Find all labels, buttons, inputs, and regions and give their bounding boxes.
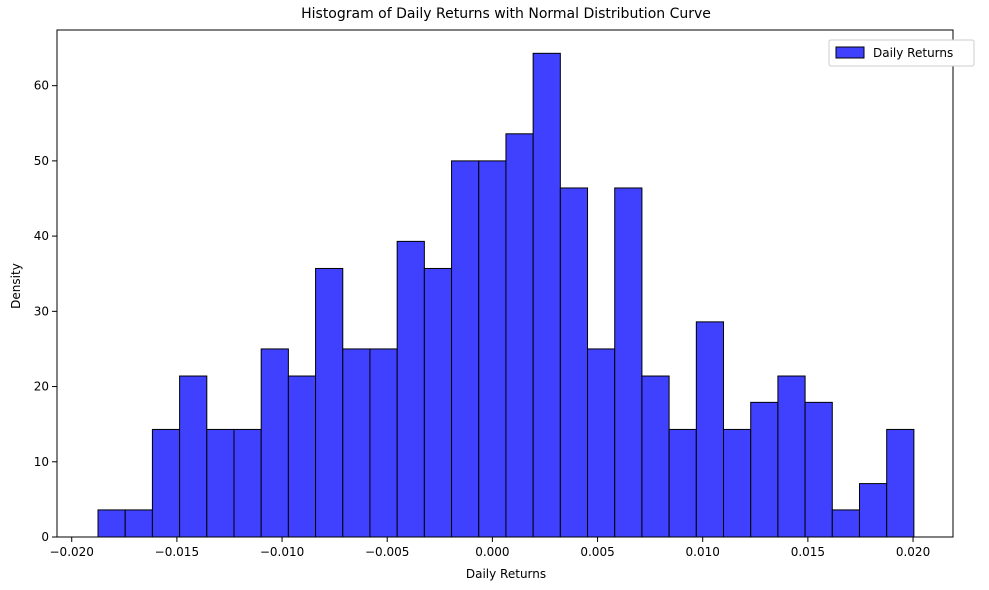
histogram-bar: [777, 375, 806, 538]
histogram-bar: [695, 321, 725, 538]
x-tick-label: 0.000: [475, 545, 509, 559]
y-tick-label: 20: [34, 380, 49, 394]
histogram-bar: [423, 267, 453, 538]
histogram-bar: [532, 52, 561, 538]
histogram-bar: [804, 401, 833, 538]
histogram-bar: [641, 375, 670, 538]
x-tick-label: 0.010: [686, 545, 720, 559]
histogram-bar: [287, 375, 317, 538]
histogram-bar: [559, 187, 589, 538]
chart-title: Histogram of Daily Returns with Normal D…: [301, 6, 711, 22]
histogram-bar: [233, 428, 262, 538]
histogram-bar: [858, 483, 888, 538]
histogram-bar: [179, 375, 208, 538]
histogram-bar: [369, 348, 398, 538]
y-tick-label: 0: [41, 530, 49, 544]
y-tick-label: 60: [34, 79, 49, 93]
x-tick-label: 0.005: [580, 545, 614, 559]
y-tick-label: 50: [34, 154, 49, 168]
histogram-bar: [750, 401, 779, 538]
histogram-bar: [342, 348, 371, 538]
y-tick-label: 40: [34, 229, 49, 243]
legend-swatch-daily-returns: [835, 46, 865, 59]
x-axis-label: Daily Returns: [466, 567, 546, 581]
x-tick-label: −0.005: [365, 545, 409, 559]
legend-box: [828, 39, 975, 67]
x-tick-label: 0.020: [896, 545, 930, 559]
legend-label-daily-returns: Daily Returns: [873, 46, 953, 60]
bars-group: [97, 52, 915, 538]
histogram-bar: [315, 267, 344, 538]
histogram-bar: [614, 187, 643, 538]
y-tick-label: 10: [34, 455, 49, 469]
histogram-bar: [151, 428, 181, 538]
histogram-bar: [505, 133, 534, 538]
x-tick-label: 0.015: [791, 545, 825, 559]
x-tick-label: −0.010: [260, 545, 304, 559]
histogram-bar: [124, 509, 153, 538]
legend: Daily Returns: [828, 39, 975, 67]
x-axis: −0.020 −0.015 −0.010 −0.005 0.000 0.005 0.010 0…: [50, 537, 930, 559]
y-axis-label: Density: [9, 263, 23, 309]
histogram-bar: [260, 348, 289, 538]
y-axis: 0 10 20 30 40 50 60: [34, 79, 57, 544]
histogram-bar: [723, 428, 752, 538]
y-tick-label: 30: [34, 304, 49, 318]
histogram-bar: [478, 160, 507, 538]
x-tick-label: −0.020: [50, 545, 94, 559]
histogram-bar: [396, 240, 425, 538]
histogram-bar: [587, 348, 616, 538]
histogram-bar: [668, 428, 697, 538]
histogram-bar: [206, 428, 235, 538]
histogram-bar: [886, 428, 915, 538]
histogram-bar: [831, 509, 860, 538]
histogram-bar: [97, 509, 126, 538]
x-tick-label: −0.015: [155, 545, 199, 559]
plot-frame: [56, 29, 954, 538]
histogram-bar: [451, 160, 480, 538]
